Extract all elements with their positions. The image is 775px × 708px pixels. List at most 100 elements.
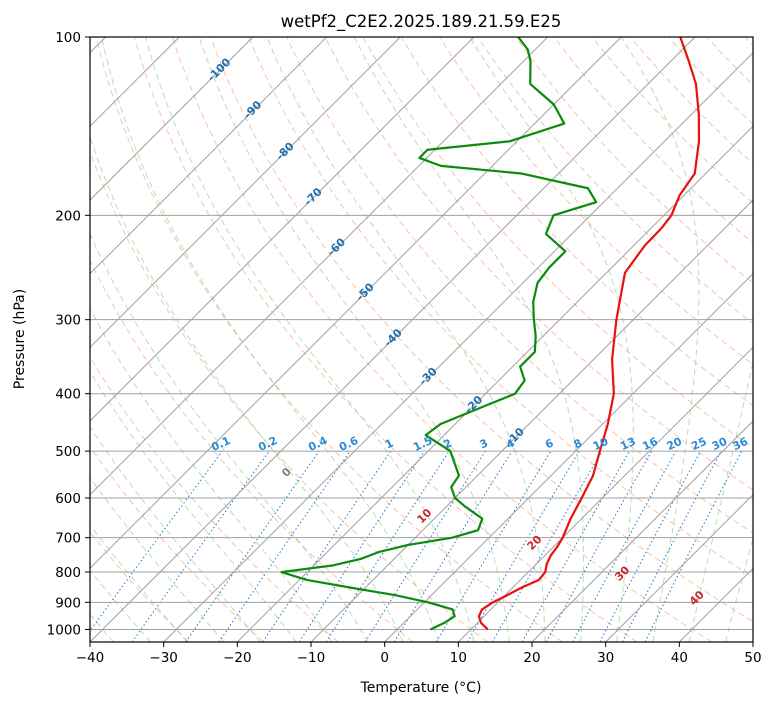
x-tick-label: 0	[380, 650, 389, 666]
mixing-ratio-line	[491, 450, 603, 642]
dry-adiabat-line	[400, 37, 753, 407]
moist-adiabat-line	[90, 307, 333, 642]
plot-frame	[89, 36, 754, 643]
series-lines	[280, 37, 701, 631]
mixing-ratio-line	[262, 450, 392, 642]
moist-adiabat-line	[144, 37, 475, 642]
y-tick-label: 800	[55, 565, 81, 581]
moist-adiabat-line	[266, 37, 546, 642]
dry-adiabat-line	[90, 356, 339, 642]
isotherm-gridline	[457, 346, 753, 642]
moist-adiabat-line	[621, 37, 700, 642]
isotherm-label: -90	[241, 98, 264, 121]
isotherm-gridline	[90, 37, 328, 275]
mixing-ratio-label: 10	[591, 435, 611, 453]
moist-adiabat-line	[469, 37, 634, 642]
dry-adiabat-line	[553, 37, 753, 244]
x-tick-label: 20	[523, 650, 540, 666]
y-tick-label: 200	[55, 208, 81, 224]
x-tick-label: −10	[297, 650, 326, 666]
y-tick-label: 500	[55, 444, 81, 460]
mixing-ratio-label: 3	[478, 436, 490, 451]
mixing-ratio-line	[599, 450, 701, 642]
dry-adiabat-line	[90, 259, 414, 642]
y-tick-label: 900	[55, 595, 81, 611]
dry-adiabat-line	[210, 37, 753, 623]
mixing-ratio-line	[325, 450, 450, 642]
moist-adiabat-line	[0, 37, 2, 642]
y-tick-label: 400	[55, 387, 81, 403]
dry-adiabat-line	[591, 37, 753, 204]
isotherm-gridline	[384, 272, 753, 642]
mixing-ratio-line	[467, 450, 580, 642]
mixing-ratio-line	[545, 450, 653, 642]
isotherm-gridline	[90, 37, 475, 422]
x-axis-label: Temperature (°C)	[360, 680, 482, 696]
isotherm-gridline	[236, 125, 753, 642]
moist-adiabat-line	[688, 359, 753, 642]
dry-adiabat-line	[668, 37, 753, 125]
isotherm-label: -100	[205, 55, 234, 84]
isotherm-gridline	[678, 567, 753, 642]
dry-adiabat-line	[90, 531, 190, 642]
isotherm-gridline	[605, 493, 753, 642]
moist-adiabat-line	[90, 135, 404, 642]
mixing-ratio-line	[90, 450, 223, 632]
x-tick-label: −40	[76, 650, 105, 666]
mixing-ratio-label: 30	[710, 435, 730, 453]
isotherm-gridline	[90, 37, 696, 642]
moist-adiabat-line	[90, 426, 261, 642]
mixing-ratio-label: 13	[618, 435, 637, 453]
dry-adiabat-line	[629, 37, 753, 165]
moist-adiabat-label: 30	[612, 563, 632, 583]
x-tick-label: −30	[149, 650, 178, 666]
chart-title: wetPf2_C2E2.2025.189.21.59.E25	[281, 12, 562, 32]
dewpoint-line	[280, 37, 598, 631]
x-tick-label: 10	[450, 650, 467, 666]
moist-adiabat-label: 20	[525, 533, 545, 553]
isotherm-gridline	[752, 641, 753, 642]
grid-lines	[90, 37, 753, 642]
isotherm-gridline	[531, 420, 753, 642]
dry-adiabat-line	[324, 37, 753, 491]
line-labels: -100-90-80-70-60-50-40-30-20-100.1 0.2 0.4…	[205, 55, 751, 608]
isotherm-gridline	[90, 37, 549, 496]
dry-adiabat-line	[515, 37, 753, 284]
mixing-ratio-label: 36	[731, 435, 751, 453]
mixing-ratio-line	[521, 450, 630, 642]
mixing-ratio-label: 20	[665, 435, 685, 453]
mixing-ratio-line	[572, 450, 677, 642]
isotherm-gridline	[163, 51, 753, 642]
dry-adiabat-line	[477, 37, 753, 325]
mixing-ratio-line	[185, 450, 320, 642]
y-tick-label: 1000	[47, 622, 81, 638]
isotherm-label: -40	[382, 326, 405, 349]
moist-adiabat-label: 10	[414, 506, 434, 526]
y-tick-label: 300	[55, 313, 81, 329]
y-tick-label: 600	[55, 491, 81, 507]
moist-adiabat-line	[353, 37, 584, 642]
mixing-ratio-line	[364, 450, 486, 642]
dry-adiabat-line	[706, 37, 753, 86]
x-tick-label: 50	[744, 650, 761, 666]
moist-adiabat-line	[90, 476, 225, 642]
y-tick-label: 100	[55, 30, 81, 46]
moist-adiabat-line	[90, 524, 188, 642]
dry-adiabat-line	[90, 445, 264, 642]
mixing-ratio-label: 2	[442, 436, 454, 451]
axes: −40 −30 −20 −10 0 10 20 30 40 50 100 200 300 400 500 60…	[47, 30, 762, 666]
dry-adiabat-line	[171, 37, 712, 642]
dry-adiabat-line	[133, 37, 638, 642]
isotherm-label: -60	[325, 235, 348, 258]
isotherm-gridline	[90, 37, 622, 570]
y-tick-label: 700	[55, 531, 81, 547]
dry-adiabat-line	[90, 150, 488, 642]
mixing-ratio-line	[131, 450, 270, 642]
isotherm-label: -50	[354, 280, 377, 303]
isotherm-label: -80	[274, 139, 297, 162]
mixing-ratio-label: 25	[689, 435, 708, 453]
moist-adiabat-line	[725, 536, 753, 642]
mixing-ratio-line	[393, 450, 513, 642]
